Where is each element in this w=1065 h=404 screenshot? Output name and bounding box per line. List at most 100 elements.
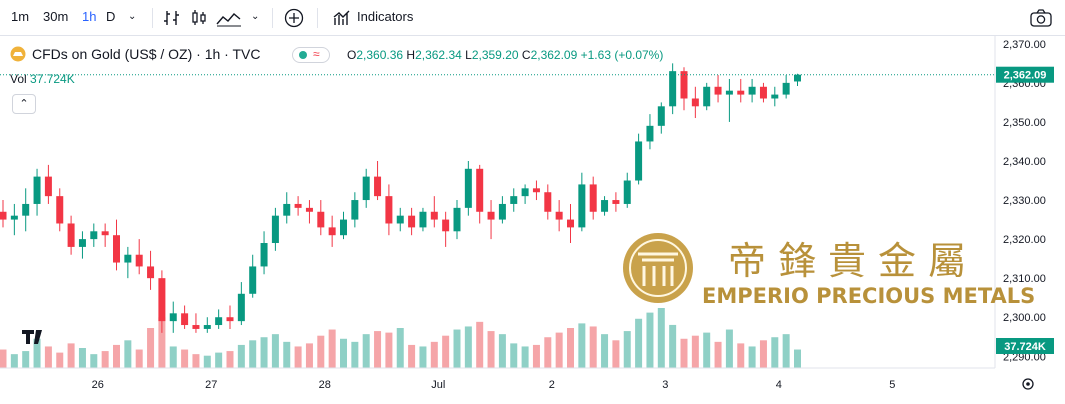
low-value: 2,359.20 [471, 48, 519, 62]
candle-body [771, 94, 779, 99]
candle-style-icon[interactable] [190, 9, 208, 27]
volume-bar [623, 331, 631, 368]
volume-bar [169, 346, 177, 368]
chevron-down-icon[interactable]: ⌄ [128, 11, 137, 22]
candle-body [374, 176, 382, 197]
volume-bar [215, 352, 223, 368]
close-value: 2,362.09 [530, 48, 578, 62]
candle-body [521, 188, 529, 197]
candle-body [657, 106, 665, 126]
toolbar-divider [317, 8, 318, 28]
volume-bar [612, 340, 620, 368]
candle-body [748, 86, 756, 95]
candle-body [737, 90, 745, 95]
change-value: +1.63 (+0.07%) [580, 48, 664, 62]
collapse-legend-button[interactable]: ⌃ [12, 94, 36, 114]
volume-bar [181, 349, 189, 368]
area-style-icon[interactable] [216, 9, 242, 27]
price-tick-label: 2,320.00 [1003, 234, 1046, 246]
volume-bar [657, 308, 665, 368]
volume-bar [90, 354, 98, 368]
price-tick-label: 2,350.00 [1003, 117, 1046, 129]
candle-body [680, 71, 688, 99]
time-tick-label: 28 [319, 379, 331, 391]
volume-bar [532, 344, 540, 368]
volume-bar [589, 326, 597, 368]
candle-body [192, 325, 200, 329]
time-axis[interactable]: 26 27 28 Jul 2 3 4 5 [92, 379, 896, 391]
time-tick-label: 2 [549, 379, 555, 391]
volume-bar [635, 318, 643, 368]
candle-body [589, 184, 597, 212]
candle-body [714, 86, 722, 95]
volume-bar [476, 321, 484, 368]
candle-body [578, 184, 586, 228]
tradingview-logo[interactable] [22, 330, 42, 344]
candle-body [0, 211, 7, 220]
camera-icon[interactable] [1030, 9, 1052, 27]
volume-bar [317, 335, 325, 368]
add-compare-icon[interactable] [284, 8, 304, 28]
volume-bar [794, 349, 801, 368]
interval-30m-button[interactable]: 30m [43, 9, 69, 24]
candle-body [328, 227, 336, 236]
candle-body [567, 219, 574, 228]
price-chart[interactable]: 2,370.002,360.002,350.002,340.002,330.00… [0, 36, 1065, 404]
last-price-tag-text: 2,362.09 [1004, 70, 1047, 82]
volume-bar [725, 329, 733, 368]
candle-body [56, 196, 64, 224]
close-label: C [521, 48, 531, 62]
brand-english-text: EMPERIO PRECIOUS METALS [702, 284, 1036, 308]
volume-bar [680, 338, 688, 368]
volume-bar [192, 354, 200, 368]
volume-label: Vol [10, 72, 27, 86]
volume-bar [22, 351, 30, 368]
candle-body [532, 188, 540, 193]
candle-body [237, 293, 245, 322]
volume-bar [442, 335, 450, 368]
candle-body [646, 125, 654, 142]
volume-bar [67, 343, 75, 368]
volume-bar [567, 328, 574, 368]
candle-body [351, 200, 359, 220]
chevron-down-icon[interactable]: ⌄ [251, 11, 260, 22]
candle-body [283, 203, 291, 216]
time-tick-label: 4 [776, 379, 782, 391]
interval-1m-button[interactable]: 1m [11, 9, 30, 24]
volume-bar [555, 332, 563, 368]
bar-style-icon[interactable] [163, 9, 181, 27]
volume-bar [748, 346, 756, 368]
candle-body [169, 313, 177, 322]
price-axis[interactable]: 2,370.002,360.002,350.002,340.002,330.00… [1003, 39, 1046, 363]
volume-bar [147, 328, 155, 368]
price-tick-label: 2,300.00 [1003, 312, 1046, 324]
volume-bar [101, 351, 109, 368]
volume-bar [601, 334, 609, 368]
candle-body [430, 211, 438, 220]
volume-bar [10, 354, 18, 368]
status-chip[interactable]: ≈ [292, 47, 330, 63]
price-tick-label: 2,330.00 [1003, 195, 1046, 207]
symbol-title[interactable]: CFDs on Gold (US$ / OZ) · 1h · TVC [32, 46, 261, 62]
volume-bar [669, 324, 677, 368]
candle-body [669, 71, 677, 107]
volume-bar [271, 334, 279, 368]
volume-bar [362, 334, 370, 368]
ohlc-readout: O2,360.36 H2,362.34 L2,359.20 C2,362.09 … [347, 48, 663, 62]
interval-1h-button[interactable]: 1h [82, 9, 97, 24]
candle-body [442, 219, 450, 232]
volume-bar [464, 326, 472, 368]
price-tick-label: 2,370.00 [1003, 39, 1046, 51]
volume-bar [408, 344, 416, 368]
candle-body [317, 211, 325, 228]
volume-bar [453, 329, 461, 368]
settings-icon[interactable] [1022, 378, 1034, 390]
volume-bar [771, 337, 779, 368]
indicators-icon[interactable] [333, 9, 351, 27]
candle-body [635, 141, 643, 181]
interval-d-button[interactable]: D [106, 9, 116, 24]
candles [0, 63, 801, 333]
indicators-button[interactable]: Indicators [357, 9, 414, 24]
volume-legend: Vol 37.724K [10, 72, 75, 86]
volume-bar [260, 337, 268, 368]
